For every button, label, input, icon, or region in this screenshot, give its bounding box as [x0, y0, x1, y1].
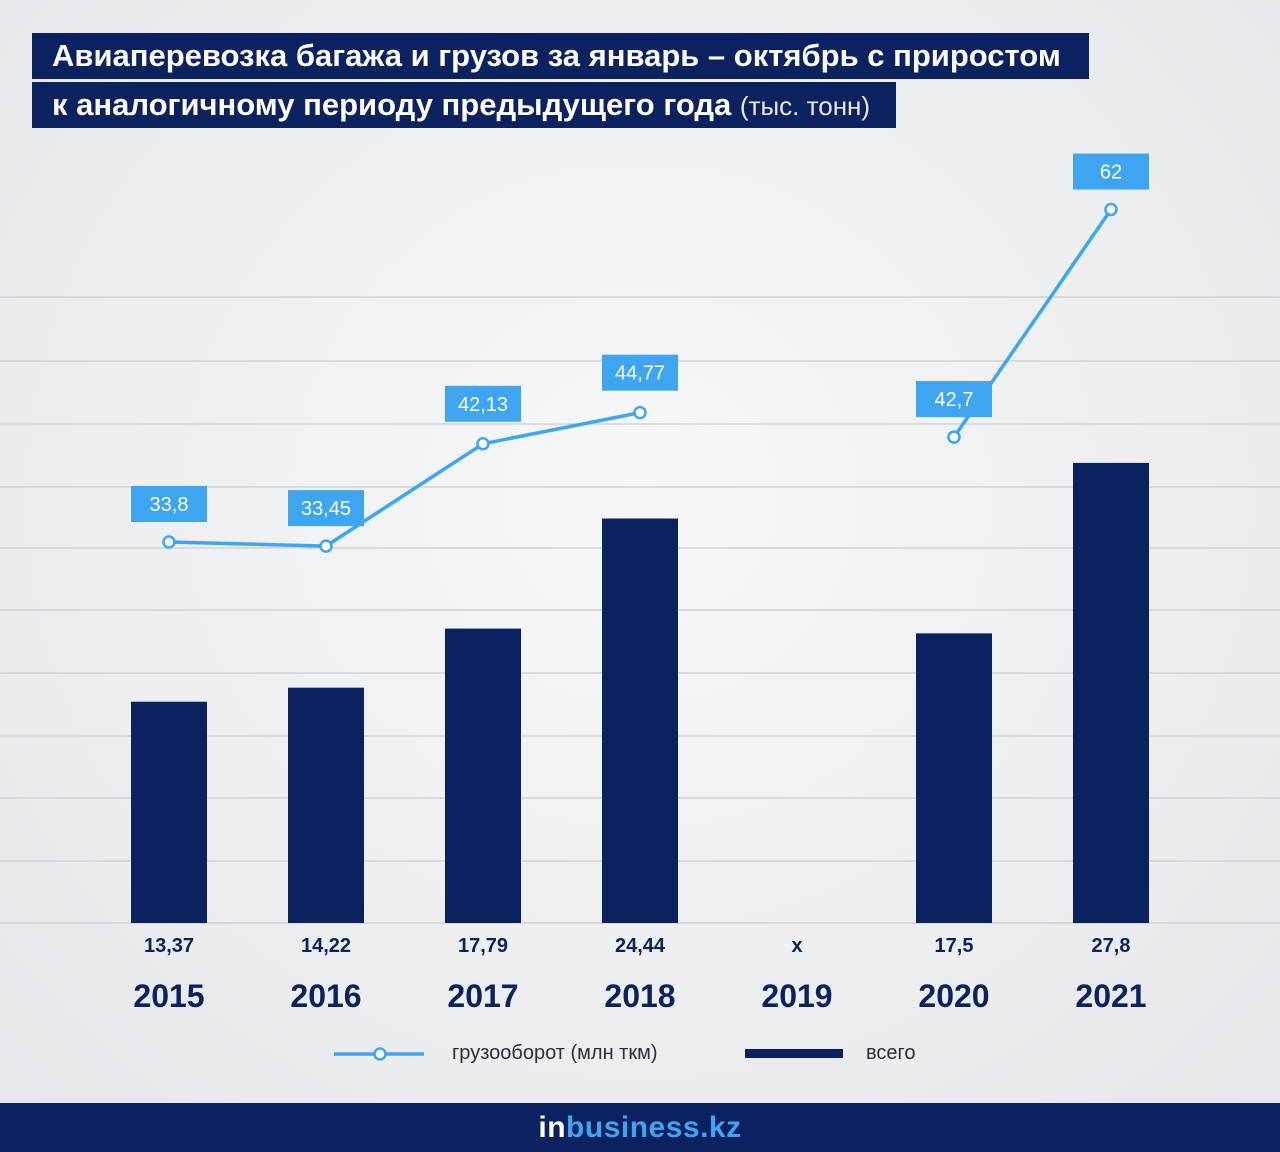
line-point-2021	[1104, 202, 1118, 217]
x-tick-label-2019: 2019	[761, 978, 832, 1014]
line-value-box-2018	[602, 354, 678, 391]
chart-title-text-2: к аналогичному периоду предыдущего года	[52, 87, 732, 122]
legend-line-label: грузооборот (млн ткм)	[452, 1042, 658, 1064]
line-value-box-2017	[445, 385, 521, 422]
line-segment-0	[168, 410, 641, 548]
line-value-label-2016: 33,45	[301, 498, 351, 520]
bar-value-label-2019: x	[791, 935, 802, 957]
line-value-label-2017: 42,13	[458, 394, 508, 416]
bar-2020	[916, 633, 992, 923]
bar-value-label-2017: 17,79	[458, 935, 508, 957]
chart-title-line-2: к аналогичному периоду предыдущего года …	[32, 82, 897, 128]
bar-value-label-2015: 13,37	[144, 935, 194, 957]
line-point-2017	[476, 437, 490, 451]
line-value-box-2020	[916, 381, 992, 418]
x-tick-label-2015: 2015	[133, 978, 204, 1014]
line-value-label-2021: 62	[1100, 162, 1122, 184]
line-value-label-2018: 44,77	[615, 363, 665, 385]
footer-bar: inbusiness.kz	[0, 1103, 1280, 1152]
bar-2017	[445, 628, 521, 923]
legend-bar-swatch	[745, 1049, 843, 1058]
chart-title-line-1: Авиаперевозка багажа и грузов за январь …	[32, 33, 1089, 79]
bar-2021	[1073, 462, 1149, 923]
logo-rest: business.kz	[566, 1111, 742, 1144]
line-value-box-2016	[288, 490, 364, 527]
x-tick-label-2017: 2017	[447, 978, 518, 1014]
line-value-box-2021	[1073, 153, 1149, 190]
logo-prefix: in	[538, 1111, 567, 1144]
bar-value-label-2020: 17,5	[935, 935, 974, 957]
x-tick-label-2021: 2021	[1075, 978, 1146, 1014]
bar-2015	[131, 701, 207, 923]
line-value-label-2015: 33,8	[150, 494, 189, 516]
chart-title-unit: (тыс. тонн)	[739, 91, 871, 121]
inbusiness-logo[interactable]: inbusiness.kz	[0, 1103, 1280, 1152]
bar-value-label-2021: 27,8	[1092, 935, 1131, 957]
chart-title-text-1: Авиаперевозка багажа и грузов за январь …	[52, 38, 1061, 73]
line-point-2020	[947, 430, 961, 444]
legend-bar-label: всего	[866, 1042, 916, 1064]
x-tick-label-2020: 2020	[918, 978, 989, 1014]
bar-2016	[288, 687, 364, 923]
bar-value-label-2016: 14,22	[301, 935, 351, 957]
chart-area: 13,37 14,22 17,79 24,44 x 17,5 27,8 2015 2016 201…	[0, 153, 1280, 1061]
line-value-box-2015	[131, 486, 207, 522]
bar-value-label-2018: 24,44	[615, 935, 666, 957]
line-point-2016	[319, 539, 333, 553]
line-value-label-2020: 42,7	[935, 389, 974, 411]
x-tick-label-2016: 2016	[290, 978, 361, 1014]
bar-2018	[602, 518, 678, 923]
line-point-2015	[162, 535, 176, 549]
x-tick-label-2018: 2018	[604, 978, 675, 1014]
line-point-2018	[633, 405, 647, 420]
legend-line-marker	[373, 1047, 387, 1061]
